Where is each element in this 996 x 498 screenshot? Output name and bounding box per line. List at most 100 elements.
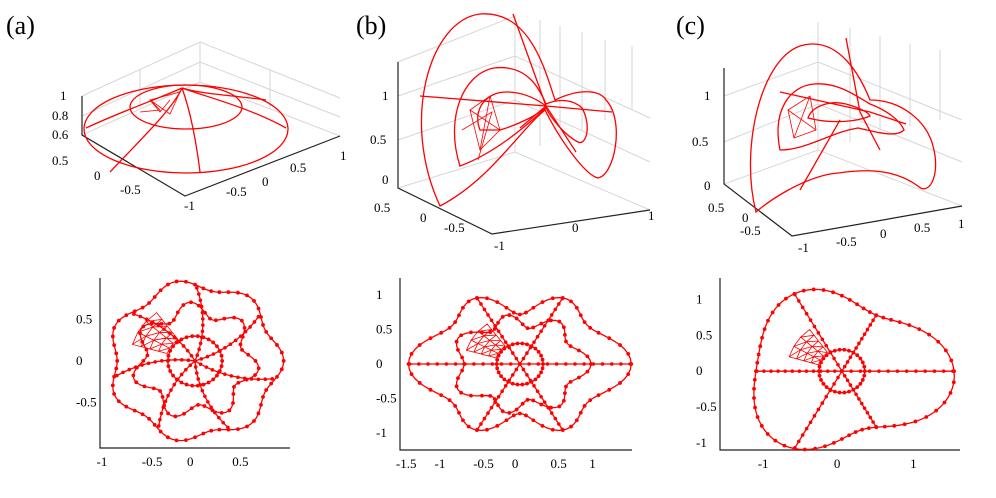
- curve-node: [152, 422, 157, 427]
- curve-node: [163, 399, 168, 404]
- curve-node: [758, 344, 763, 349]
- curve-node: [159, 411, 164, 416]
- curve-node: [197, 292, 201, 296]
- curve-node: [140, 363, 144, 367]
- curve-node: [417, 343, 422, 347]
- curve-node: [252, 419, 256, 423]
- curve-node: [842, 364, 847, 369]
- curve-node: [867, 310, 872, 314]
- curve-node: [428, 336, 433, 341]
- curve-node: [503, 384, 508, 388]
- curve-node: [861, 306, 866, 311]
- panel-b-ytick: 0.5: [374, 200, 390, 215]
- panel-label-a: (a): [6, 11, 35, 40]
- curve-node: [913, 419, 918, 424]
- curve-node: [493, 324, 497, 328]
- x-tick-label: -1: [435, 456, 446, 471]
- curve-node: [824, 394, 829, 399]
- panel-a-ytick: -1: [184, 198, 195, 213]
- curve-node: [776, 369, 780, 373]
- curve-node: [184, 438, 188, 443]
- panel-b-3d-axes: [397, 62, 651, 235]
- curve-node: [540, 300, 545, 305]
- curve-node: [531, 305, 536, 310]
- curve-node: [832, 356, 836, 361]
- panel-b-3d-line: [419, 95, 613, 113]
- curve-node: [198, 341, 203, 346]
- curve-node: [948, 390, 953, 395]
- x-tick-label: 0: [512, 456, 519, 471]
- curve-node: [480, 393, 484, 398]
- curve-node: [510, 342, 515, 347]
- panel-a-ytick: 0.5: [52, 153, 68, 168]
- curve-node: [582, 403, 587, 408]
- curve-node: [417, 362, 421, 366]
- curve-node: [219, 364, 224, 368]
- curve-node: [454, 384, 459, 389]
- curve-node: [495, 366, 500, 371]
- curve-node: [184, 335, 189, 340]
- curve-node: [539, 370, 543, 375]
- curve-node: [569, 299, 573, 304]
- y-tick-label: 1: [696, 292, 703, 307]
- curve-node: [156, 424, 161, 428]
- curve-node: [112, 343, 117, 348]
- curve-node: [469, 393, 473, 398]
- curve-node: [553, 416, 558, 421]
- panel-b-top-view: -1.5 -1 -0.5 0 0.5 1 1 0.5 0 -0.5 -1: [376, 278, 634, 471]
- panel-a-ytick: 0: [94, 168, 101, 183]
- curve-node: [239, 318, 244, 323]
- curve-node: [242, 376, 247, 381]
- curve-node: [550, 296, 555, 301]
- curve-node: [261, 395, 265, 399]
- curve-node: [542, 400, 547, 404]
- curve-node: [528, 345, 533, 350]
- curve-node: [511, 310, 516, 315]
- curve-node: [189, 353, 194, 358]
- curve-node: [800, 305, 805, 310]
- curve-node: [219, 410, 224, 415]
- curve-node: [198, 362, 203, 367]
- curve-node: [582, 320, 587, 325]
- curve-node: [776, 303, 781, 307]
- curve-node: [439, 393, 444, 398]
- x-tick-label: 1: [910, 456, 917, 471]
- curve-node: [528, 378, 533, 383]
- curve-node: [582, 362, 586, 366]
- curve-node: [619, 362, 623, 366]
- y-tick-label: -0.5: [696, 399, 717, 414]
- curve-node: [228, 342, 233, 347]
- curve-node: [858, 356, 863, 361]
- curve-node: [832, 382, 836, 386]
- curve-node: [428, 387, 433, 392]
- curve-node: [166, 393, 170, 398]
- x-tick-label: -0.5: [142, 454, 163, 469]
- curve-node: [525, 381, 529, 386]
- curve-node: [540, 357, 545, 362]
- x-tick-label: 0.5: [551, 456, 567, 471]
- curve-node: [847, 433, 851, 438]
- curve-node: [500, 389, 504, 394]
- curve-node: [783, 296, 788, 301]
- curve-node: [769, 369, 773, 373]
- curve-node: [479, 302, 483, 306]
- curve-node: [158, 389, 162, 393]
- curve-node: [489, 318, 494, 323]
- curve-node: [858, 381, 863, 386]
- curve-node: [573, 362, 577, 366]
- curve-node: [206, 337, 211, 342]
- curve-node: [121, 370, 125, 375]
- curve-node: [539, 402, 544, 407]
- curve-node: [500, 409, 505, 414]
- curve-node: [596, 330, 601, 335]
- curve-node: [213, 410, 217, 415]
- curve-node: [588, 398, 593, 403]
- curve-node: [236, 380, 241, 385]
- curve-node: [435, 362, 439, 366]
- curve-node: [549, 405, 553, 410]
- curve-node: [453, 320, 458, 325]
- curve-node: [231, 392, 236, 396]
- curve-node: [215, 344, 219, 349]
- curve-node: [853, 430, 858, 434]
